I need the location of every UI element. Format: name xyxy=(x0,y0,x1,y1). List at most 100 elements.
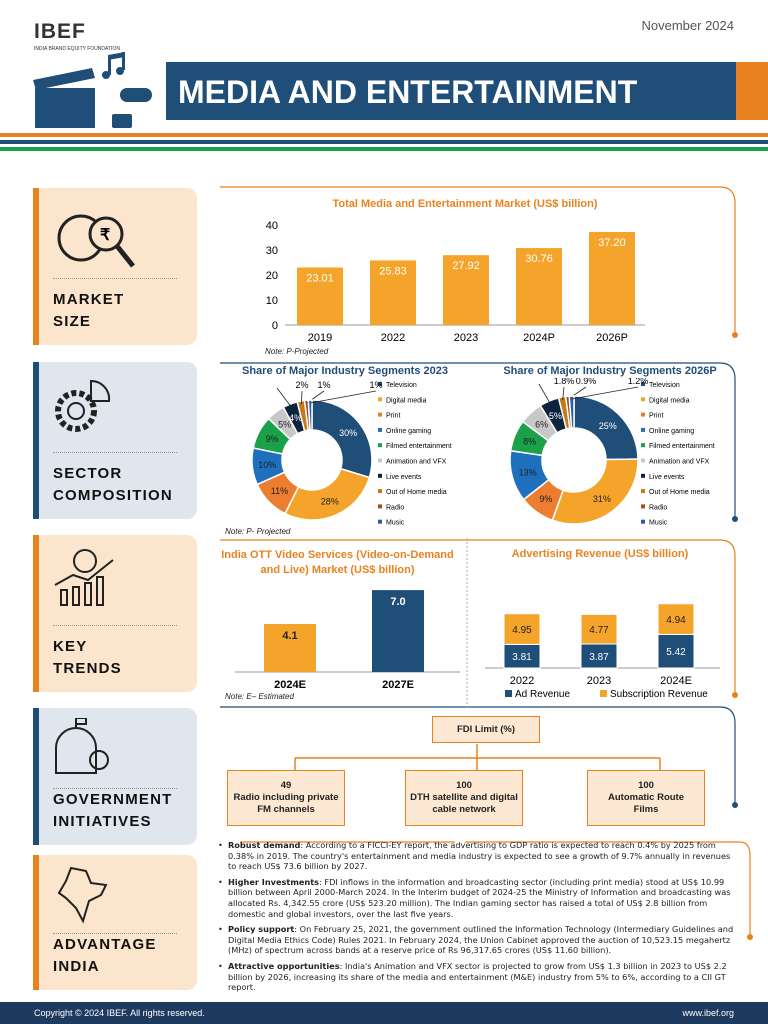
legend-label: Online gaming xyxy=(386,428,431,435)
slice-label: 1% xyxy=(369,380,382,390)
legend-swatch xyxy=(378,397,382,402)
slice-label: 30% xyxy=(339,428,357,438)
pie-note: Note: P- Projected xyxy=(225,527,291,536)
section-label: ADVANTAGE xyxy=(53,936,157,953)
bar-segment xyxy=(503,613,541,645)
x-tick-label: 2024E xyxy=(274,679,306,691)
section-government-initiatives: GOVERNMENT INITIATIVES xyxy=(33,708,197,845)
bar xyxy=(516,248,562,325)
y-tick-label: 20 xyxy=(266,270,278,282)
legend-swatch xyxy=(641,382,645,386)
slice-label: 4% xyxy=(289,413,302,423)
legend-label: Online gaming xyxy=(649,428,694,435)
stripe-green xyxy=(0,147,768,151)
y-tick-label: 10 xyxy=(266,295,278,307)
legend-label: Print xyxy=(386,413,400,420)
x-tick-label: 2026P xyxy=(596,332,628,344)
page-title: MEDIA AND ENTERTAINMENT xyxy=(166,62,736,120)
bar-label: 25.83 xyxy=(379,265,407,277)
india-map-icon xyxy=(57,866,108,924)
banner-accent xyxy=(736,62,768,120)
legend-label: Radio xyxy=(386,504,404,511)
date: November 2024 xyxy=(641,18,735,33)
stripe-navy xyxy=(0,140,768,144)
x-tick-label: 2022 xyxy=(510,675,534,687)
pie-2026-chart: 25% Television 31% Digital media 9% Print 13% O… xyxy=(509,378,715,527)
legend-swatch xyxy=(641,504,645,509)
footer: Copyright © 2024 IBEF. All rights reserv… xyxy=(0,1002,768,1024)
x-tick-label: 2024P xyxy=(523,332,555,344)
website-link[interactable]: www.ibef.org xyxy=(682,1008,734,1018)
fdi-text: DTH satellite and digital cable network xyxy=(410,792,518,815)
legend-label: Subscription Revenue xyxy=(610,689,708,700)
legend-swatch xyxy=(378,427,382,432)
y-tick-label: 40 xyxy=(266,220,278,232)
globe-magnifier-rupee-icon: ₹ xyxy=(57,214,135,268)
legend-label: Animation and VFX xyxy=(386,459,447,466)
fdi-box-radio: 49 Radio including private FM channels xyxy=(227,770,345,826)
x-tick-label: 2023 xyxy=(587,675,611,687)
bar xyxy=(370,260,416,325)
legend-label: Music xyxy=(386,520,405,527)
section-label: INITIATIVES xyxy=(53,813,152,830)
section-label: COMPOSITION xyxy=(53,487,173,504)
clapperboard-icon xyxy=(33,68,95,128)
fdi-title: FDI Limit (%) xyxy=(432,716,540,743)
leader-line xyxy=(538,383,551,404)
pie-2023-title: Share of Major Industry Segments 2023 xyxy=(241,365,448,377)
fdi-value: 100 xyxy=(638,780,654,791)
slice-label: 9% xyxy=(266,434,279,444)
slice-label: 5% xyxy=(549,411,562,421)
legend-swatch xyxy=(641,489,645,494)
radio-icon xyxy=(112,114,132,128)
legend-label: Out of Home media xyxy=(649,489,710,496)
pie-slice xyxy=(307,399,313,431)
globe-growth-chart-icon xyxy=(54,549,114,606)
legend-label: Filmed entertainment xyxy=(386,443,452,450)
legend-label: Animation and VFX xyxy=(649,459,710,466)
legend-swatch xyxy=(378,412,382,417)
legend-swatch xyxy=(378,504,382,509)
x-tick-label: 2019 xyxy=(308,332,332,344)
slice-label: 2% xyxy=(295,380,308,390)
market-size-chart: 0 10 20 30 40 23.01 2019 25.83 2022 27.92 2023 30.7… xyxy=(266,220,645,344)
section-market-size: MARKET SIZE ₹ xyxy=(33,188,197,345)
slice-label: 1.2% xyxy=(628,378,649,386)
fdi-box-dth: 100 DTH satellite and digital cable netwo… xyxy=(405,770,523,826)
legend-swatch xyxy=(378,443,382,448)
pie-2023-chart: 30% Television 28% Digital media 11% Print 10%… xyxy=(251,380,452,527)
slice-label: 9% xyxy=(539,494,552,504)
slice-label: 1.8% xyxy=(554,378,575,386)
bullet-item: Robust demand: According to a FICCI-EY r… xyxy=(218,840,738,872)
market-note: Note: P-Projected xyxy=(265,347,329,356)
slice-label: 28% xyxy=(321,496,339,506)
slice-label: 13% xyxy=(519,467,537,477)
slice-label: 1% xyxy=(317,380,330,390)
legend-swatch xyxy=(378,519,382,524)
section-key-trends: KEY TRENDS xyxy=(33,535,197,692)
legend-swatch xyxy=(378,473,382,478)
gamepad-icon xyxy=(120,88,152,102)
stripe-orange xyxy=(0,133,768,137)
advantage-bullets: Robust demand: According to a FICCI-EY r… xyxy=(218,840,738,998)
bar xyxy=(264,624,316,672)
legend-swatch xyxy=(378,382,382,386)
music-note-icon xyxy=(102,52,125,79)
section-advantage-india: ADVANTAGE INDIA xyxy=(33,855,197,990)
slice-label: 31% xyxy=(593,494,611,504)
legend-label: Filmed entertainment xyxy=(649,443,715,450)
bar-label: 37.20 xyxy=(598,237,626,249)
ott-chart-title: India OTT Video Services (Video-on-Deman… xyxy=(221,549,454,576)
bar-label: 27.92 xyxy=(452,260,480,272)
bar-label: 4.1 xyxy=(282,630,297,642)
fdi-connectors xyxy=(294,744,661,770)
bar-label: 3.87 xyxy=(589,652,609,663)
ott-note: Note: E– Estimated xyxy=(225,692,294,701)
section-label: GOVERNMENT xyxy=(53,791,173,808)
section-label: SIZE xyxy=(53,313,92,330)
bullet-item: Higher Investments: FDI inflows in the i… xyxy=(218,877,738,919)
bar xyxy=(372,590,424,672)
section-label: SECTOR xyxy=(53,465,123,482)
ibef-logo[interactable]: IBEF INDIA BRAND EQUITY FOUNDATION xyxy=(34,20,120,52)
section-sector-composition: SECTOR COMPOSITION xyxy=(33,362,197,519)
